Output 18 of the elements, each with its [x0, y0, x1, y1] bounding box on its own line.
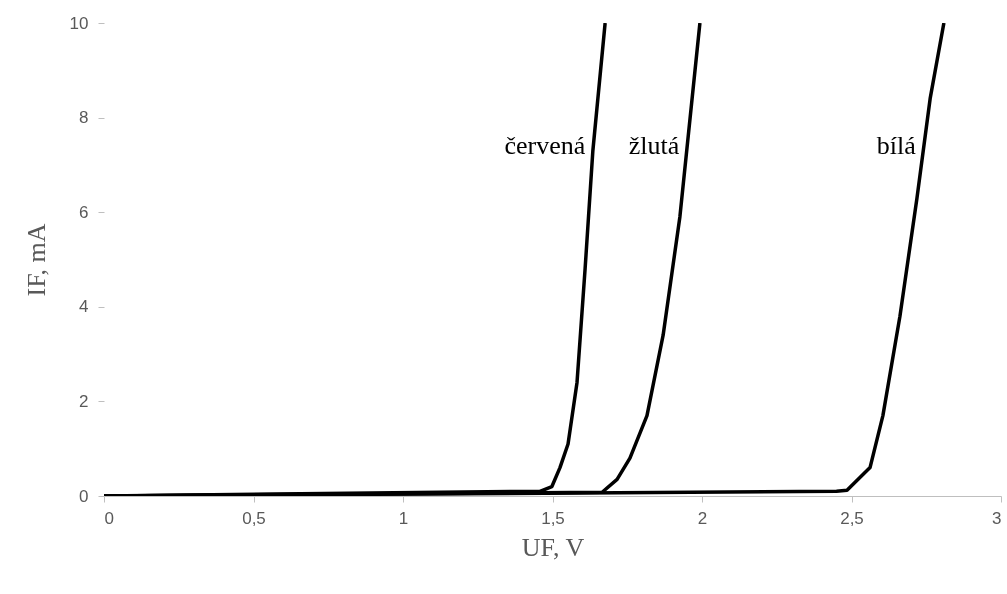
x-tick-label: 0,5: [242, 508, 266, 528]
y-tick-label: 6: [79, 202, 89, 222]
x-tick-label: 2: [697, 508, 708, 528]
series-label: bílá: [876, 130, 917, 160]
series-label: červená: [504, 130, 586, 160]
y-tick-label: 4: [79, 297, 89, 317]
x-tick-label: 3: [992, 508, 1002, 528]
y-tick-label: 0: [79, 486, 89, 506]
series-label: žlutá: [628, 130, 680, 160]
x-tick-label: 0: [104, 508, 114, 528]
y-tick-label: 8: [79, 108, 89, 128]
x-tick-label: 1,5: [541, 508, 565, 528]
x-tick-label: 2,5: [840, 508, 864, 528]
x-axis-title: UF, V: [521, 532, 585, 562]
y-tick-label: 2: [79, 391, 89, 411]
x-tick-label: 1: [398, 508, 409, 528]
y-tick-label: 10: [69, 13, 89, 33]
y-axis-title: IF, mA: [21, 223, 51, 297]
